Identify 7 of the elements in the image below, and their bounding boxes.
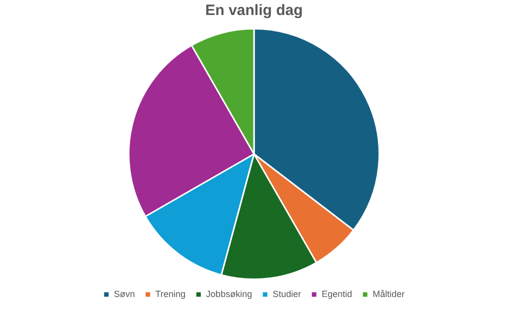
legend-label: Egentid: [322, 288, 352, 299]
legend-label: Søvn: [114, 288, 135, 299]
legend-label: Måltider: [372, 288, 405, 299]
chart-title: En vanlig dag: [205, 2, 303, 20]
legend-label: Trening: [155, 288, 186, 299]
legend-label: Jobbsøking: [206, 288, 252, 299]
legend-label: Studier: [272, 288, 302, 299]
